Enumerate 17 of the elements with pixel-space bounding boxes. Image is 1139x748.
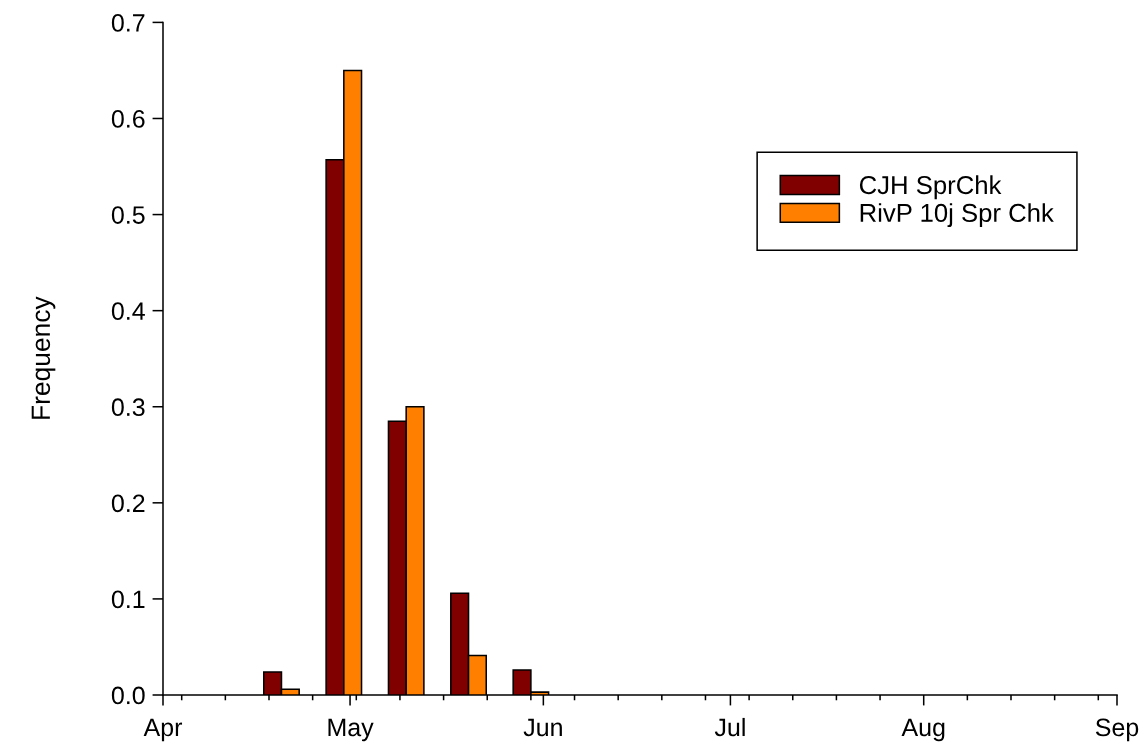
legend-label: RivP 10j Spr Chk [860,203,1054,228]
y-tick-label: 0.3 [111,398,145,417]
y-axis-title: Frequency [31,296,56,419]
y-tick-label: 0.4 [111,302,145,320]
y-tick-label: 0.0 [111,686,145,705]
y-tick-label: 0.6 [111,110,145,128]
y-tick-label: 0.7 [111,14,145,32]
legend-label: CJH SprChk [859,175,1002,200]
x-tick-label: Apr [143,718,183,742]
y-tick-label: 0.2 [111,494,145,513]
y-tick-label: 0.1 [111,590,145,609]
x-tick-label: Jul [714,717,745,737]
y-tick-label: 0.5 [111,206,145,224]
x-tick-label: May [328,718,374,742]
x-tick-label: Aug [901,718,945,742]
x-tick-label: Sep [1095,718,1139,742]
x-tick-label: Jun [523,718,562,737]
